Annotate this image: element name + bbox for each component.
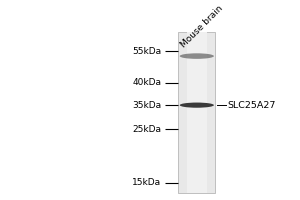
Text: 35kDa: 35kDa bbox=[132, 101, 161, 110]
Text: 40kDa: 40kDa bbox=[132, 78, 161, 87]
Text: SLC25A27: SLC25A27 bbox=[227, 101, 276, 110]
Text: 55kDa: 55kDa bbox=[132, 47, 161, 56]
Text: 15kDa: 15kDa bbox=[132, 178, 161, 187]
Bar bbox=[178, 32, 215, 193]
Text: 25kDa: 25kDa bbox=[132, 125, 161, 134]
Ellipse shape bbox=[180, 53, 214, 59]
Bar bbox=[187, 32, 207, 193]
Text: Mouse brain: Mouse brain bbox=[179, 4, 225, 50]
Ellipse shape bbox=[180, 103, 214, 108]
